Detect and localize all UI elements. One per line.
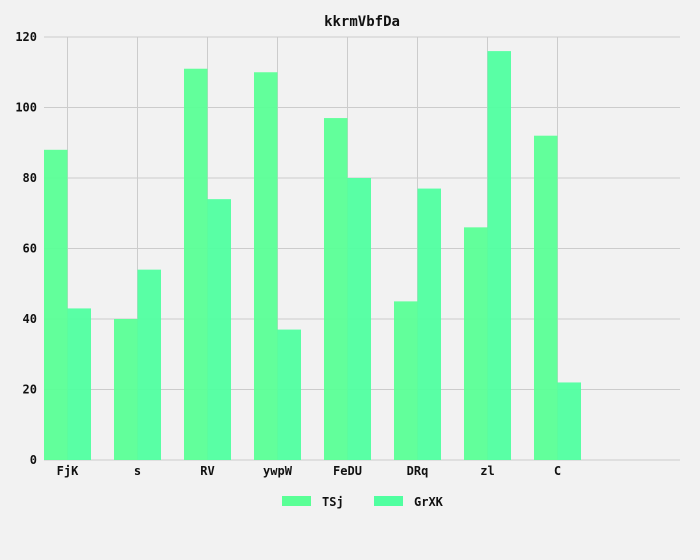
bar-GrXK-FeDU (347, 178, 371, 460)
x-tick-label: FeDU (333, 464, 362, 478)
x-tick-label: C (554, 464, 561, 478)
legend-swatch (374, 496, 403, 506)
bar-TSj-s (114, 319, 138, 460)
bar-TSj-ywpW (254, 72, 278, 460)
bar-GrXK-ywpW (277, 329, 301, 460)
y-tick-label: 0 (30, 453, 37, 467)
x-tick-label: RV (200, 464, 214, 478)
bar-TSj-FjK (44, 149, 68, 461)
bar-TSj-DRq (394, 301, 418, 460)
y-tick-label: 40 (23, 312, 37, 326)
bar-GrXK-RV (207, 199, 231, 460)
y-tick-label: 100 (15, 101, 37, 115)
x-tick-label: DRq (407, 464, 429, 478)
chart-title: kkrmVbfDa (324, 14, 400, 30)
bar-GrXK-DRq (417, 188, 441, 460)
bar-TSj-zl (464, 227, 488, 460)
legend-swatch (282, 496, 311, 506)
bar-TSj-RV (184, 68, 208, 460)
y-axis-ticks: 0 20 40 60 80 100 120 (15, 30, 37, 467)
y-tick-label: 60 (23, 242, 37, 256)
bar-GrXK-FjK (67, 308, 91, 460)
y-tick-label: 120 (15, 30, 37, 44)
bar-TSj-FeDU (324, 118, 348, 460)
bars (44, 51, 581, 461)
x-axis-ticks: FjK s RV ywpW FeDU DRq zl C (57, 464, 561, 478)
x-tick-label: ywpW (263, 464, 293, 478)
legend: TSj GrXK (282, 495, 444, 509)
legend-label: GrXK (414, 495, 444, 509)
bar-TSj-C (534, 135, 558, 460)
x-tick-label: zl (480, 464, 494, 478)
x-tick-label: FjK (57, 464, 79, 478)
bar-GrXK-s (137, 269, 161, 460)
legend-label: TSj (322, 495, 344, 509)
x-tick-label: s (134, 464, 141, 478)
bar-GrXK-C (557, 382, 581, 460)
y-tick-label: 80 (23, 171, 37, 185)
bar-GrXK-zl (487, 51, 511, 460)
y-tick-label: 20 (23, 383, 37, 397)
